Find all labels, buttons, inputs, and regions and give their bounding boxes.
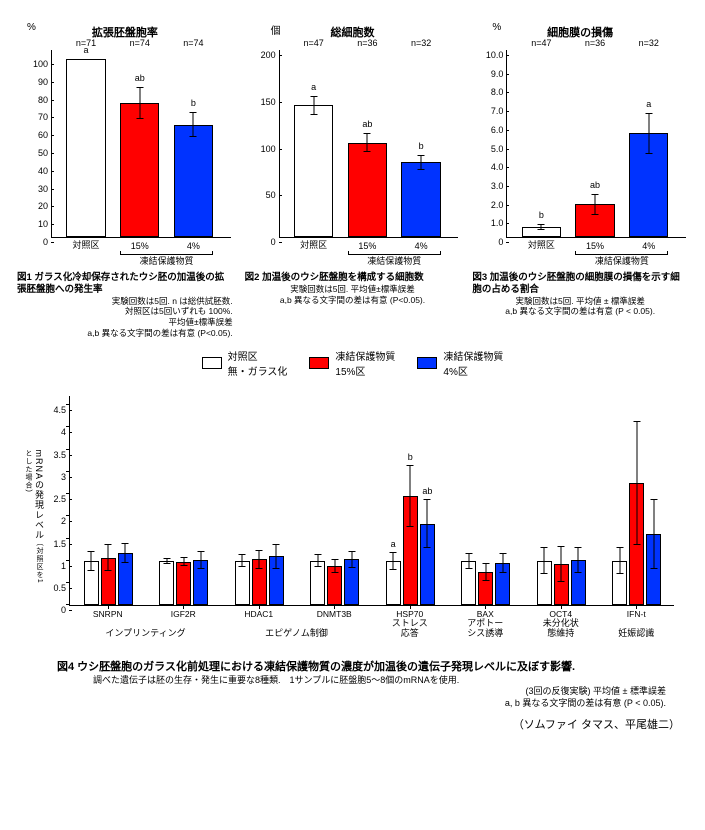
fig4-plot: 00.511.522.533.544.5SNRPNIGF2RHDAC1DNMT3… [69,396,674,606]
fig2-caption-note: 実験回数は5回. 平均値±標準誤差a,b 異なる文字間の差は有意 (P<0.05… [245,284,461,305]
fig2-panel: 個 総細胞数 050100150200an=47対照区abn=3615%bn=3… [243,20,463,338]
fig3-caption: 図3 加温後のウシ胚盤胞の細胞膜の損傷を示す細胞の占める割合 実験回数は5回. … [470,272,690,317]
legend-15-l2: 15%区 [335,363,395,378]
legend-15-l1: 凍結保護物質 [335,348,395,363]
legend-item-15: 凍結保護物質 15%区 [309,348,395,378]
fig2-plot: 050100150200an=47対照区abn=3615%bn=324%凍結保護… [279,50,459,238]
fig2-caption-title: 図2 加温後のウシ胚盤胞を構成する細胞数 [245,272,461,284]
fig1-caption-note: 実験回数は5回. n は総供試胚数.対照区は5回いずれも 100%.平均値±標準… [17,296,233,339]
swatch-4 [417,357,437,369]
legend-control-l1: 対照区 [228,348,288,363]
bar [174,125,213,237]
fig1-caption-title: 図1 ガラス化冷却保存されたウシ胚の加温後の拡張胚盤胞への発生率 [17,272,233,296]
legend-item-4: 凍結保護物質 4%区 [417,348,503,378]
legend-4-l2: 4%区 [443,363,503,378]
legend-4-l1: 凍結保護物質 [443,348,503,363]
legend-item-control: 対照区 無・ガラス化 [202,348,288,378]
fig4-legend: 対照区 無・ガラス化 凍結保護物質 15%区 凍結保護物質 4%区 [15,348,690,378]
bar [66,59,105,237]
fig3-caption-note: 実験回数は5回. 平均値 ± 標準誤差a,b 異なる文字間の差は有意 (P < … [472,296,688,317]
top-charts-row: % 拡張胚盤胞率 0102030405060708090100an=71対照区a… [15,20,690,338]
fig3-caption-title: 図3 加温後のウシ胚盤胞の細胞膜の損傷を示す細胞の占める割合 [472,272,688,296]
fig4-caption-l2: (3回の反復実験) 平均値 ± 標準誤差 [57,686,666,698]
bar [348,143,387,237]
swatch-15 [309,357,329,369]
fig4-caption-l3: a, b 異なる文字間の差は有意 (P < 0.05). [57,698,666,710]
fig1-panel: % 拡張胚盤胞率 0102030405060708090100an=71対照区a… [15,20,235,338]
bar [294,105,333,237]
fig4-caption: 図4 ウシ胚盤胞のガラス化前処理における凍結保護物質の濃度が加温後の遺伝子発現レ… [57,660,666,709]
authors: （ソムファイ タマス、平尾雄二） [15,716,680,732]
fig1-plot: 0102030405060708090100an=71対照区abn=7415%b… [51,50,231,238]
bar [401,162,440,237]
fig2-caption: 図2 加温後のウシ胚盤胞を構成する細胞数 実験回数は5回. 平均値±標準誤差a,… [243,272,463,305]
bar [120,103,159,237]
fig4-caption-l1: 調べた遺伝子は胚の生存・発生に重要な8種類. 1サンプルに胚盤胞5〜8個のmRN… [57,675,666,687]
fig4-caption-title: 図4 ウシ胚盤胞のガラス化前処理における凍結保護物質の濃度が加温後の遺伝子発現レ… [57,660,666,674]
fig4-chart: mRNAの発現レベル (対照区を1とした場合) 00.511.522.533.5… [25,382,680,652]
fig1-caption: 図1 ガラス化冷却保存されたウシ胚の加温後の拡張胚盤胞への発生率 実験回数は5回… [15,272,235,338]
fig3-panel: % 細胞膜の損傷 01.02.03.04.05.06.07.08.09.010.… [470,20,690,338]
legend-control-l2: 無・ガラス化 [228,363,288,378]
fig3-plot: 01.02.03.04.05.06.07.08.09.010.0bn=47対照区… [506,50,686,238]
swatch-control [202,357,222,369]
